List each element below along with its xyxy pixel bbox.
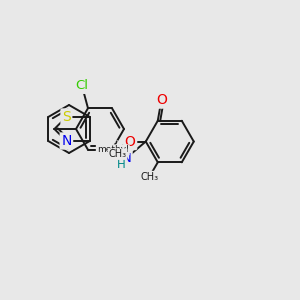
Text: O: O: [125, 134, 136, 148]
Text: methyl: methyl: [104, 139, 123, 144]
Text: H: H: [116, 158, 125, 171]
Text: N: N: [61, 134, 72, 148]
Text: Cl: Cl: [76, 80, 88, 92]
Text: CH₃: CH₃: [140, 172, 159, 182]
Text: S: S: [62, 110, 71, 124]
Text: N: N: [122, 152, 131, 164]
Text: O: O: [156, 93, 167, 107]
Text: CH₃: CH₃: [109, 149, 127, 159]
Text: methyl: methyl: [97, 146, 129, 154]
